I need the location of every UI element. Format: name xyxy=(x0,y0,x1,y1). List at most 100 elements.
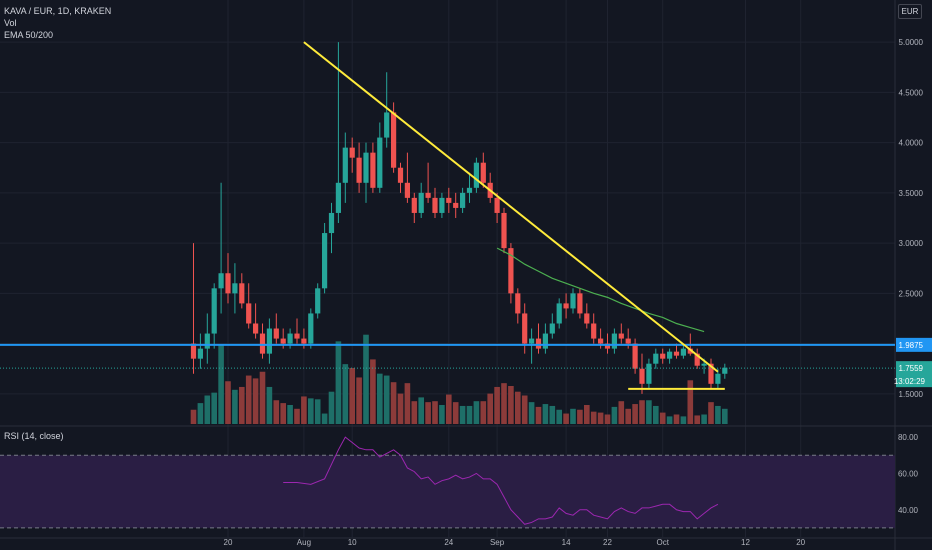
candle-body[interactable] xyxy=(522,313,528,344)
candle-body[interactable] xyxy=(356,157,362,183)
candle-body[interactable] xyxy=(673,351,680,356)
candle-body[interactable] xyxy=(701,363,707,366)
volume-bar xyxy=(294,408,300,424)
candle-body[interactable] xyxy=(501,212,507,249)
candle-body[interactable] xyxy=(280,338,286,344)
candle-body[interactable] xyxy=(618,333,624,339)
candle-body[interactable] xyxy=(680,348,686,356)
candle-body[interactable] xyxy=(598,338,604,344)
candle-body[interactable] xyxy=(584,313,590,324)
volume-indicator-label[interactable]: Vol xyxy=(4,18,17,28)
candle-body[interactable] xyxy=(301,338,307,344)
candle-body[interactable] xyxy=(515,293,521,314)
volume-bar xyxy=(556,409,562,424)
candle-body[interactable] xyxy=(625,338,631,344)
candle-body[interactable] xyxy=(632,343,638,369)
time-tick-label: Oct xyxy=(656,538,669,547)
candle-body[interactable] xyxy=(266,328,272,354)
candle-body[interactable] xyxy=(591,323,597,339)
candle-body[interactable] xyxy=(342,147,348,183)
ema-indicator-label[interactable]: EMA 50/200 xyxy=(4,30,54,40)
candle-body[interactable] xyxy=(722,367,728,374)
volume-bar xyxy=(715,405,721,424)
candle-body[interactable] xyxy=(667,351,673,359)
candle-body[interactable] xyxy=(287,333,293,344)
candle-body[interactable] xyxy=(570,293,576,309)
candle-body[interactable] xyxy=(577,293,583,314)
candle-body[interactable] xyxy=(218,273,224,289)
candle-body[interactable] xyxy=(694,353,700,366)
volume-bar xyxy=(432,401,438,424)
time-tick-label: 22 xyxy=(603,538,612,547)
volume-bar xyxy=(404,383,411,424)
candle-body[interactable] xyxy=(335,182,341,213)
candle-body[interactable] xyxy=(639,368,645,384)
candle-body[interactable] xyxy=(708,363,714,384)
candle-body[interactable] xyxy=(246,303,252,324)
candle-body[interactable] xyxy=(529,338,535,344)
candle-body[interactable] xyxy=(687,348,693,354)
candle-body[interactable] xyxy=(411,197,417,213)
volume-bar xyxy=(584,405,590,424)
candle-body[interactable] xyxy=(473,162,479,188)
candle-body[interactable] xyxy=(232,283,238,294)
candle-body[interactable] xyxy=(315,288,321,314)
candle-body[interactable] xyxy=(328,212,335,234)
candle-body[interactable] xyxy=(273,328,279,339)
candle-body[interactable] xyxy=(646,363,652,384)
candle-body[interactable] xyxy=(197,348,203,359)
candle-body[interactable] xyxy=(542,333,548,349)
candle-body[interactable] xyxy=(190,343,197,359)
candle-body[interactable] xyxy=(308,313,314,344)
candle-body[interactable] xyxy=(370,152,376,188)
candle-body[interactable] xyxy=(480,162,486,183)
candle-body[interactable] xyxy=(384,112,390,138)
candle-body[interactable] xyxy=(556,303,562,324)
candle-body[interactable] xyxy=(253,323,259,334)
volume-bar xyxy=(411,401,418,424)
volume-bar xyxy=(211,392,217,424)
candle-body[interactable] xyxy=(363,152,369,183)
candle-body[interactable] xyxy=(549,323,555,334)
candle-body[interactable] xyxy=(508,248,514,294)
candle-body[interactable] xyxy=(294,333,300,339)
candle-body[interactable] xyxy=(715,373,721,384)
candle-body[interactable] xyxy=(494,197,500,213)
candle-body[interactable] xyxy=(349,147,355,158)
candle-body[interactable] xyxy=(460,192,466,208)
symbol-title[interactable]: KAVA / EUR, 1D, KRAKEN xyxy=(4,6,112,16)
candle-body[interactable] xyxy=(535,338,542,349)
volume-bar xyxy=(521,395,528,424)
candle-body[interactable] xyxy=(211,288,217,334)
candle-body[interactable] xyxy=(563,303,569,309)
candle-body[interactable] xyxy=(453,202,459,208)
volume-bar xyxy=(418,397,424,424)
trend-line[interactable] xyxy=(303,41,719,373)
candle-body[interactable] xyxy=(446,197,452,203)
candle-body[interactable] xyxy=(466,187,473,193)
volume-bar xyxy=(321,413,328,424)
candle-body[interactable] xyxy=(377,137,383,188)
candle-body[interactable] xyxy=(425,192,431,198)
rsi-indicator-label[interactable]: RSI (14, close) xyxy=(4,431,64,441)
volume-bar xyxy=(383,375,390,424)
candle-body[interactable] xyxy=(604,343,611,349)
candle-body[interactable] xyxy=(239,283,245,304)
candle-body[interactable] xyxy=(225,273,231,294)
candle-body[interactable] xyxy=(259,333,266,354)
candle-body[interactable] xyxy=(418,192,424,213)
candle-body[interactable] xyxy=(391,112,397,168)
currency-button[interactable]: EUR xyxy=(898,4,922,19)
candle-body[interactable] xyxy=(397,167,404,183)
candle-body[interactable] xyxy=(653,353,659,364)
candle-body[interactable] xyxy=(611,333,617,349)
candle-body[interactable] xyxy=(204,333,210,349)
candle-body[interactable] xyxy=(322,233,328,289)
volume-bar xyxy=(501,383,507,424)
volume-bar xyxy=(301,396,307,424)
candle-body[interactable] xyxy=(660,353,666,359)
candle-body[interactable] xyxy=(404,182,410,198)
candle-body[interactable] xyxy=(439,197,445,213)
candle-body[interactable] xyxy=(432,197,438,213)
